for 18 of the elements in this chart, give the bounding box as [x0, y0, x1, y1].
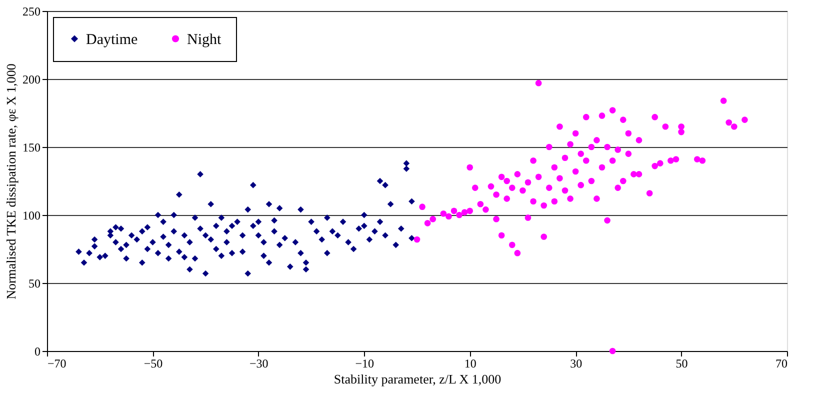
x-tick-label: 50 — [676, 356, 688, 370]
x-tick-label: 70 — [776, 356, 788, 370]
x-tick-label: −10 — [355, 356, 374, 370]
legend-label: Night — [187, 32, 222, 48]
y-tick-label: 150 — [22, 140, 40, 154]
y-tick-label: 50 — [28, 276, 40, 290]
y-tick-label: 200 — [22, 72, 40, 86]
y-tick-label: 0 — [34, 344, 40, 358]
x-tick-label: −50 — [144, 356, 163, 370]
x-tick-label: −30 — [250, 356, 268, 370]
y-tick-label: 100 — [22, 208, 40, 222]
x-tick-label: 10 — [464, 356, 476, 370]
y-tick-label: 250 — [22, 4, 40, 18]
x-tick-label: 30 — [570, 356, 582, 370]
x-tick-label: −70 — [48, 356, 66, 370]
x-axis-title: Stability parameter, z/L X 1,000 — [334, 372, 502, 386]
legend-label: Daytime — [86, 32, 138, 48]
y-axis-title: Normalised TKE dissipation rate, φε X 1,000 — [4, 64, 18, 300]
